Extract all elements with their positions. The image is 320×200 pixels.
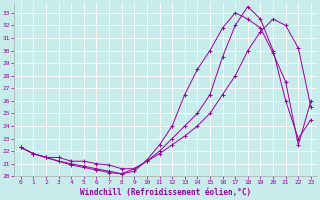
X-axis label: Windchill (Refroidissement éolien,°C): Windchill (Refroidissement éolien,°C) bbox=[80, 188, 252, 197]
